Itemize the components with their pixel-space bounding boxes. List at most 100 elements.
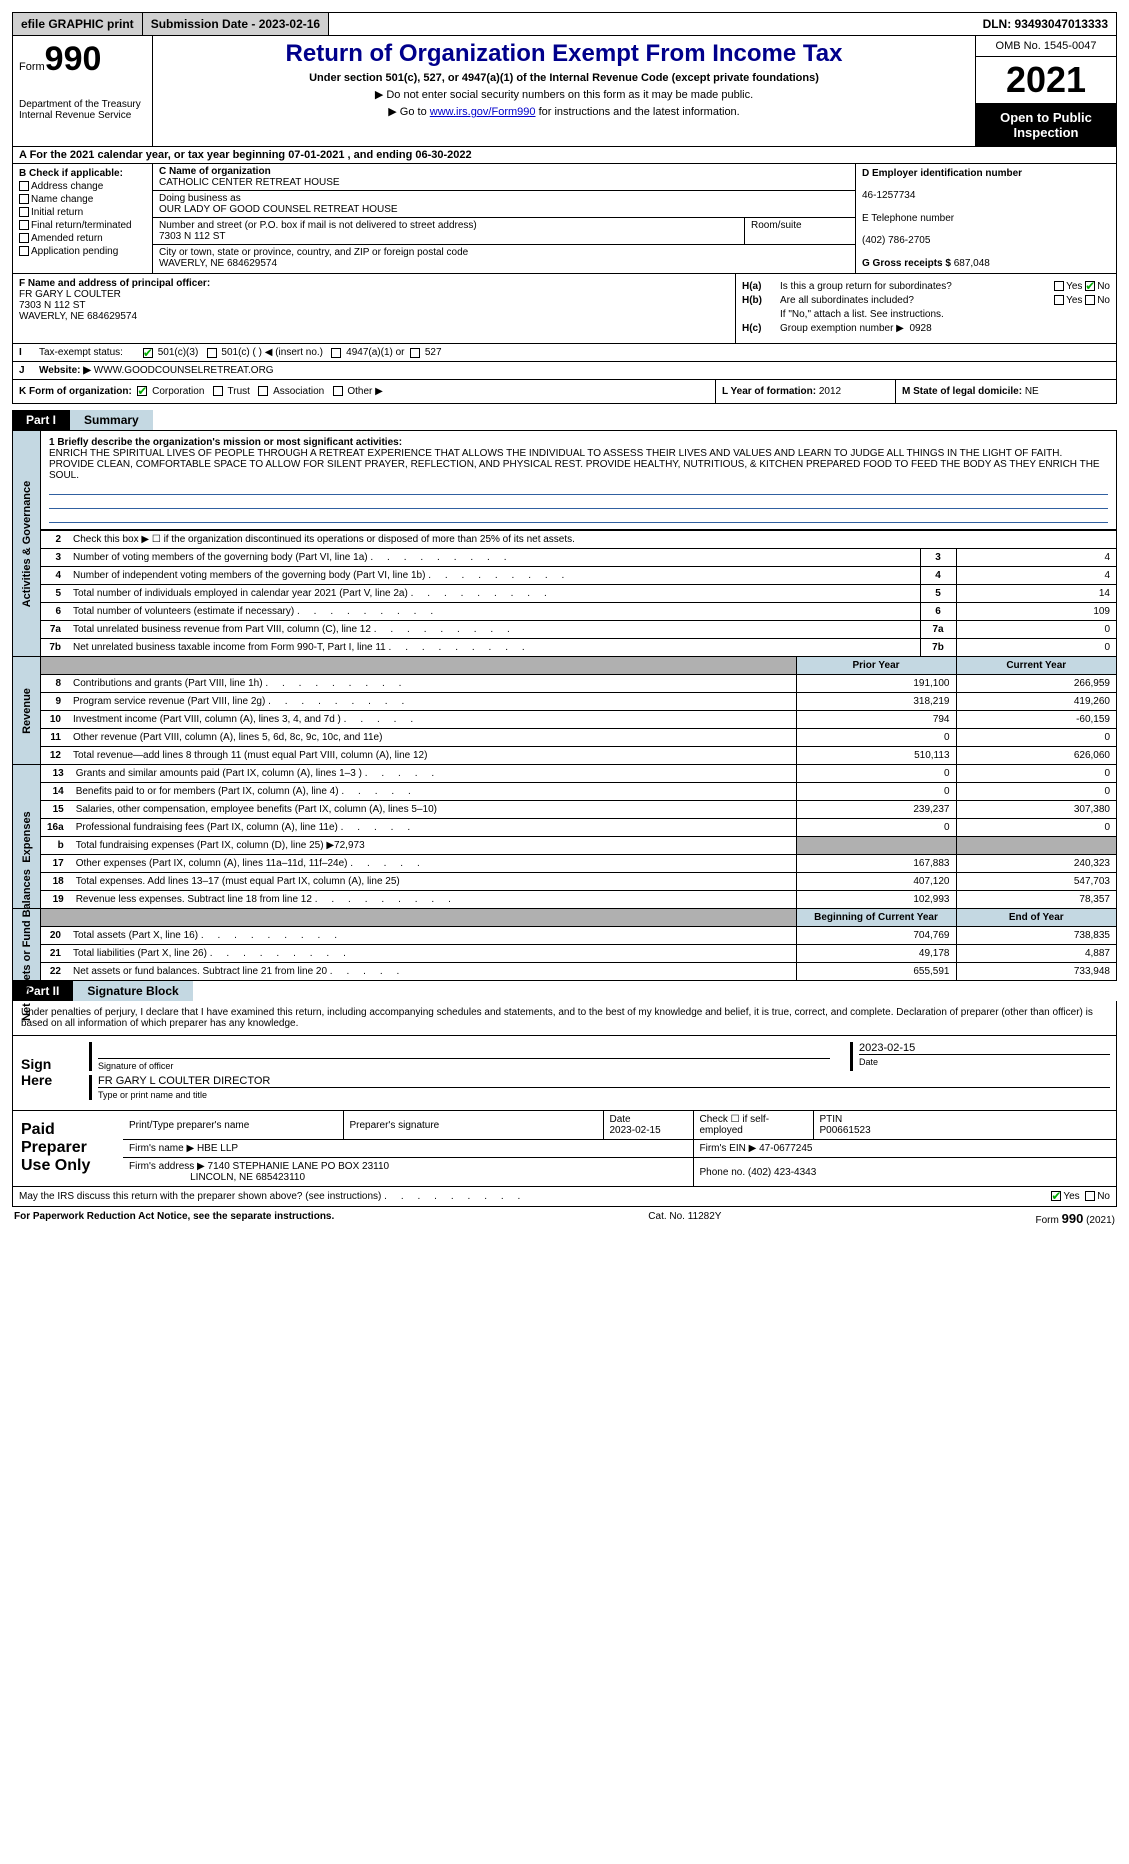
open-to-public: Open to Public Inspection: [976, 104, 1116, 146]
goto-post: for instructions and the latest informat…: [536, 106, 740, 118]
firm-label: Firm's name ▶: [129, 1143, 194, 1154]
chk-name-change[interactable]: Name change: [19, 194, 146, 205]
part2-header: Part II Signature Block: [12, 981, 1117, 1001]
line21: Total liabilities (Part X, line 26): [67, 945, 796, 963]
goto-line: ▶ Go to www.irs.gov/Form990 for instruct…: [161, 105, 967, 118]
row-i: I Tax-exempt status: 501(c)(3) 501(c) ( …: [12, 344, 1117, 362]
tel-label: E Telephone number: [862, 213, 954, 224]
form-subtitle: Under section 501(c), 527, or 4947(a)(1)…: [161, 72, 967, 84]
val6: 109: [956, 603, 1116, 621]
sig-date-label: Date: [859, 1054, 1110, 1067]
f-label: F Name and address of principal officer:: [19, 278, 210, 289]
website-val: WWW.GOODCOUNSELRETREAT.ORG: [94, 365, 274, 376]
line15: Salaries, other compensation, employee b…: [70, 801, 796, 819]
line4: Number of independent voting members of …: [67, 567, 920, 585]
ein-val: 46-1257734: [862, 190, 915, 201]
chk-501c3[interactable]: [143, 348, 153, 358]
form-header: Form990 Department of the Treasury Inter…: [12, 36, 1117, 147]
gross-label: G Gross receipts $: [862, 258, 951, 269]
prep-table: Print/Type preparer's name Preparer's si…: [123, 1111, 1116, 1186]
tax-year: 2021: [976, 57, 1116, 104]
col-cde: C Name of organization CATHOLIC CENTER R…: [153, 164, 1116, 273]
city-val: WAVERLY, NE 684629574: [159, 258, 277, 269]
hdr-current: Current Year: [956, 657, 1116, 675]
officer-name: FR GARY L COULTER: [19, 289, 121, 300]
line5: Total number of individuals employed in …: [67, 585, 920, 603]
chk-corp[interactable]: [137, 386, 147, 396]
ha-text: Is this a group return for subordinates?: [780, 281, 1054, 292]
rev-table: Prior YearCurrent Year 8Contributions an…: [41, 657, 1116, 764]
ha-no[interactable]: No: [1097, 281, 1110, 292]
ein-label: D Employer identification number: [862, 168, 1022, 179]
discuss-row: May the IRS discuss this return with the…: [12, 1187, 1117, 1207]
chk-address-change[interactable]: Address change: [19, 181, 146, 192]
prep-h5: PTIN: [820, 1114, 843, 1125]
mission-label: 1 Briefly describe the organization's mi…: [49, 437, 402, 448]
col-d: D Employer identification number 46-1257…: [856, 164, 1116, 273]
part1-tag: Part I: [12, 410, 70, 430]
efile-print-button[interactable]: efile GRAPHIC print: [13, 13, 143, 35]
prep-h1: Print/Type preparer's name: [123, 1111, 343, 1140]
line16a: Professional fundraising fees (Part IX, …: [70, 819, 796, 837]
mission-block: 1 Briefly describe the organization's mi…: [41, 431, 1116, 530]
sig-name-label: Type or print name and title: [98, 1087, 1110, 1100]
tel-val: (402) 786-2705: [862, 235, 930, 246]
val7a: 0: [956, 621, 1116, 639]
val4: 4: [956, 567, 1116, 585]
org-name-cell: C Name of organization CATHOLIC CENTER R…: [153, 164, 855, 191]
discuss-q: May the IRS discuss this return with the…: [19, 1191, 520, 1202]
officer-city: WAVERLY, NE 684629574: [19, 311, 137, 322]
dba-cell: Doing business as OUR LADY OF GOOD COUNS…: [153, 191, 855, 218]
hc-label: H(c): [742, 323, 780, 334]
discuss-yes-chk[interactable]: [1051, 1191, 1061, 1201]
discuss-no-chk[interactable]: [1085, 1191, 1095, 1201]
paid-preparer-block: Paid Preparer Use Only Print/Type prepar…: [12, 1111, 1117, 1187]
chk-501c[interactable]: [207, 348, 217, 358]
hb-yes[interactable]: Yes: [1066, 295, 1082, 306]
line19: Revenue less expenses. Subtract line 18 …: [70, 891, 796, 909]
irs-link[interactable]: www.irs.gov/Form990: [430, 106, 536, 118]
dba-val: OUR LADY OF GOOD COUNSEL RETREAT HOUSE: [159, 204, 398, 215]
paid-preparer-label: Paid Preparer Use Only: [13, 1111, 123, 1186]
chk-other[interactable]: [333, 386, 343, 396]
part1-title: Summary: [70, 410, 153, 430]
principal-officer: F Name and address of principal officer:…: [13, 274, 736, 343]
row-klm: K Form of organization: Corporation Trus…: [12, 380, 1117, 404]
line7a: Total unrelated business revenue from Pa…: [67, 621, 920, 639]
chk-4947[interactable]: [331, 348, 341, 358]
cat-no: Cat. No. 11282Y: [334, 1211, 1035, 1226]
hc-text: Group exemption number ▶: [780, 323, 904, 334]
row-j: J Website: ▶ WWW.GOODCOUNSELRETREAT.ORG: [12, 362, 1117, 380]
sign-here-block: Sign Here Signature of officer 2023-02-1…: [12, 1036, 1117, 1111]
chk-application-pending[interactable]: Application pending: [19, 246, 146, 257]
line10: Investment income (Part VIII, column (A)…: [67, 711, 796, 729]
prep-h4[interactable]: Check ☐ if self-employed: [693, 1111, 813, 1140]
org-name: CATHOLIC CENTER RETREAT HOUSE: [159, 177, 340, 188]
gov-table: 2Check this box ▶ ☐ if the organization …: [41, 530, 1116, 656]
sign-here-label: Sign Here: [13, 1036, 83, 1110]
room-cell: Room/suite: [745, 218, 855, 244]
gov-block: Activities & Governance 1 Briefly descri…: [12, 430, 1117, 657]
l-val: 2012: [819, 386, 841, 397]
hc-val: 0928: [909, 323, 931, 334]
line16b: Total fundraising expenses (Part IX, col…: [70, 837, 796, 855]
street-cell: Number and street (or P.O. box if mail i…: [153, 218, 745, 244]
chk-amended-return[interactable]: Amended return: [19, 233, 146, 244]
chk-527[interactable]: [410, 348, 420, 358]
street-val: 7303 N 112 ST: [159, 231, 226, 242]
omb-number: OMB No. 1545-0047: [976, 36, 1116, 57]
prep-h3: Date: [610, 1114, 631, 1125]
net-table: Beginning of Current YearEnd of Year 20T…: [41, 909, 1116, 980]
firm-phone-val: (402) 423-4343: [748, 1167, 816, 1178]
ha-yes[interactable]: Yes: [1066, 281, 1082, 292]
chk-assoc[interactable]: [258, 386, 268, 396]
chk-trust[interactable]: [213, 386, 223, 396]
col-b-header: B Check if applicable:: [19, 168, 146, 179]
chk-final-return[interactable]: Final return/terminated: [19, 220, 146, 231]
hb-no[interactable]: No: [1097, 295, 1110, 306]
chk-initial-return[interactable]: Initial return: [19, 207, 146, 218]
line6: Total number of volunteers (estimate if …: [67, 603, 920, 621]
j-text: Website: ▶: [39, 365, 91, 376]
form-title: Return of Organization Exempt From Incom…: [161, 40, 967, 68]
form-number: 990: [45, 40, 102, 78]
